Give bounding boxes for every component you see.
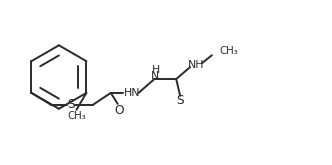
- Text: S: S: [176, 94, 184, 107]
- Text: CH₃: CH₃: [220, 46, 239, 56]
- Text: H: H: [152, 65, 160, 75]
- Text: CH₃: CH₃: [67, 111, 86, 121]
- Text: N: N: [151, 71, 159, 81]
- Text: S: S: [67, 98, 75, 111]
- Text: O: O: [114, 104, 124, 117]
- Text: HN: HN: [124, 88, 141, 98]
- Text: NH: NH: [188, 60, 204, 70]
